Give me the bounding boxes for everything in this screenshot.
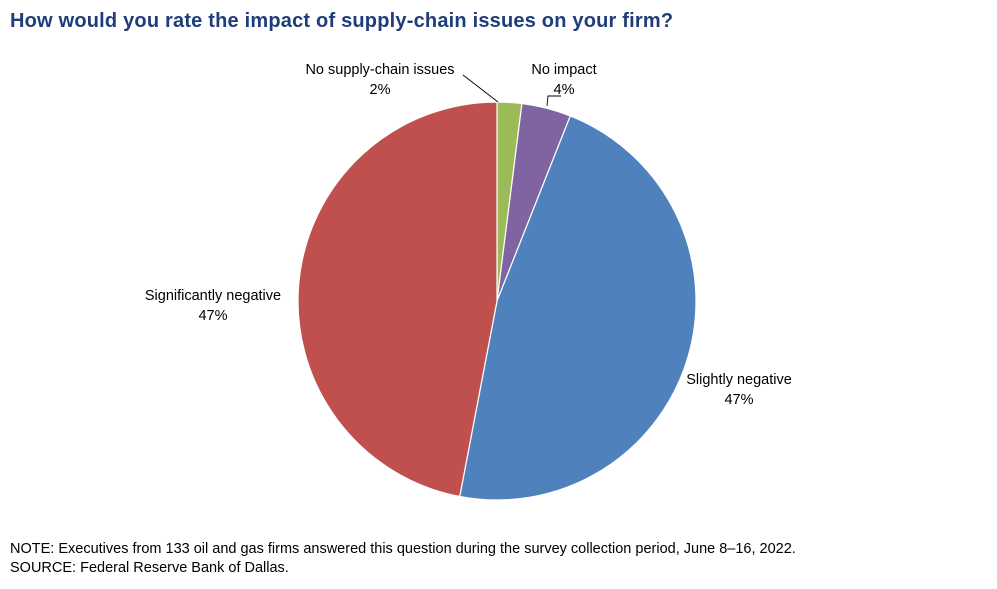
slice-value-no-supply-chain-issues: 2% (370, 82, 391, 98)
slice-label-no-impact: No impact (531, 62, 596, 78)
leader-line-no-impact (546, 95, 561, 107)
chart-title: How would you rate the impact of supply-… (10, 10, 674, 32)
source-text: SOURCE: Federal Reserve Bank of Dallas. (10, 560, 289, 576)
slice-value-no-impact: 4% (554, 82, 575, 98)
chart-footer: NOTE: Executives from 133 oil and gas fi… (10, 540, 796, 578)
leader-line-no-supply-chain-issues (462, 74, 499, 103)
pie-slice-slightly-negative (459, 115, 697, 501)
pie-slice-significantly-negative (297, 101, 498, 498)
slice-label-slightly-negative: Slightly negative (686, 372, 792, 388)
slice-label-no-supply-chain-issues: No supply-chain issues (305, 62, 454, 78)
slice-value-significantly-negative: 47% (198, 308, 227, 324)
slice-label-significantly-negative: Significantly negative (145, 288, 281, 304)
slice-value-slightly-negative: 47% (724, 392, 753, 408)
note-text: NOTE: Executives from 133 oil and gas fi… (10, 541, 796, 557)
